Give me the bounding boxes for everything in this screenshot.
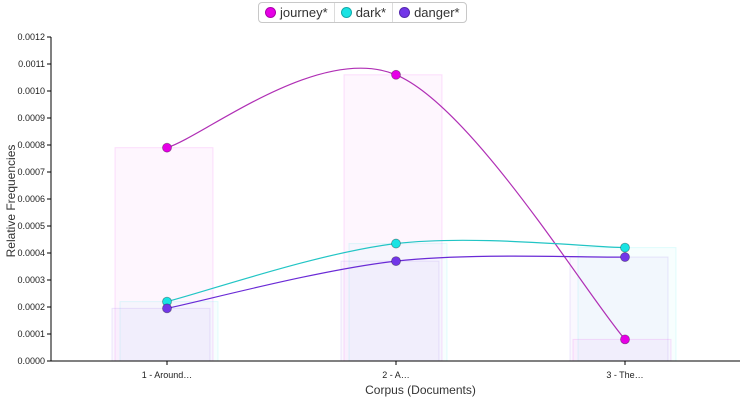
y-tick-label: 0.0010 [17,86,45,96]
x-axis-title: Corpus (Documents) [365,383,476,397]
legend-label-danger: danger* [414,5,460,20]
legend-item-danger[interactable]: danger* [393,3,466,22]
y-tick-label: 0.0004 [17,248,45,258]
y-tick-label: 0.0012 [17,32,45,42]
point-journey-1[interactable] [162,142,172,153]
point-journey-3[interactable] [620,334,630,345]
point-danger-3[interactable] [620,252,630,262]
x-tick-label: 3 - The… [606,370,643,380]
legend: journey* dark* danger* [258,2,467,23]
x-tick-label: 2 - A… [382,370,410,380]
bar-danger-3 [569,256,669,362]
y-tick-label: 0.0003 [17,275,45,285]
legend-label-journey: journey* [280,5,328,20]
bar-danger-2 [340,260,440,362]
y-axis-title: Relative Frequencies [4,145,18,258]
y-tick-label: 0.0007 [17,167,45,177]
axes-layer: 0.0000 0.0001 0.0002 0.0003 0.0004 0.0005 0.00… [17,32,740,380]
point-dark-3[interactable] [620,242,630,253]
point-danger-1[interactable] [162,303,172,314]
y-tick-label: 0.0006 [17,194,45,204]
y-tick-label: 0.0009 [17,113,45,123]
bar-danger-1 [111,307,211,362]
legend-item-dark[interactable]: dark* [335,3,394,22]
points-layer [162,69,630,345]
dark-swatch-icon [340,7,352,18]
line-journey [166,67,626,340]
point-journey-2[interactable] [391,69,401,80]
point-dark-2[interactable] [391,238,401,249]
y-tick-label: 0.0000 [17,356,45,366]
journey-swatch-icon [265,7,276,18]
danger-swatch-icon [399,7,411,18]
y-tick-label: 0.0002 [17,302,45,312]
x-tick-label: 1 - Around… [142,370,193,380]
y-tick-label: 0.0001 [17,329,45,339]
y-tick-label: 0.0005 [17,221,45,231]
legend-item-journey[interactable]: journey* [259,3,335,22]
point-danger-2[interactable] [391,256,401,267]
y-tick-label: 0.0008 [17,140,45,150]
y-tick-label: 0.0011 [18,59,45,69]
bars-layer [111,74,677,362]
legend-label-dark: dark* [355,5,387,20]
